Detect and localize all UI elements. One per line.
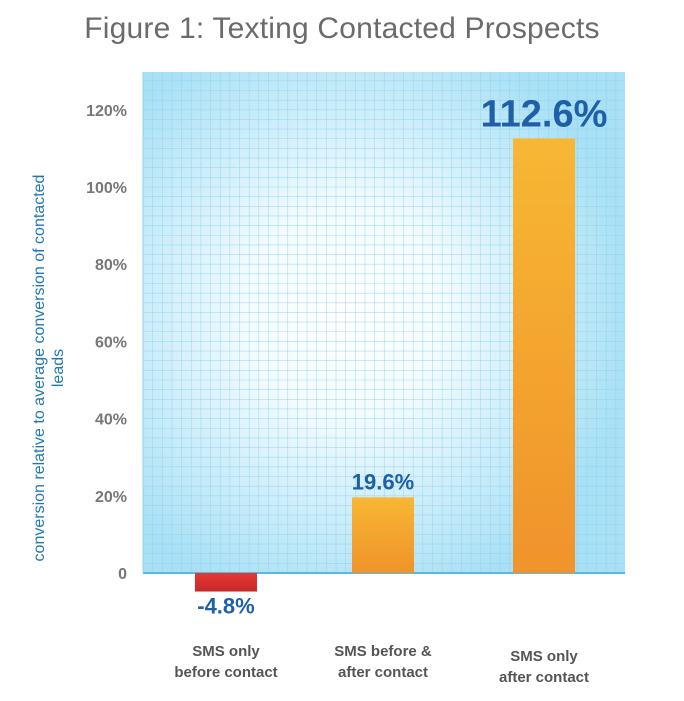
y-tick-label: 40% (95, 412, 127, 429)
value-label-2: 19.6% (352, 469, 414, 494)
y-tick-label: 0 (118, 566, 127, 583)
y-tick-label: 120% (86, 103, 127, 120)
category-label-1: SMS only before contact (174, 643, 277, 681)
y-tick-label: 100% (86, 180, 127, 197)
bar-2 (352, 497, 414, 573)
y-tick-label: 20% (95, 489, 127, 506)
value-labels: -4.8% 19.6% 112.6% (197, 93, 607, 618)
y-ticks: 0 20% 40% 60% 80% 100% 120% (86, 103, 127, 583)
bar-3 (513, 138, 575, 573)
value-label-3: 112.6% (481, 93, 608, 135)
grid (142, 72, 625, 574)
y-tick-label: 80% (95, 257, 127, 274)
category-label-2: SMS before & after contact (334, 643, 432, 681)
category-label-line: SMS only (510, 648, 578, 665)
category-label-line: before contact (174, 664, 277, 681)
bar-1 (195, 573, 257, 592)
category-label-line: SMS only (192, 643, 260, 660)
chart-title: Figure 1: Texting Contacted Prospects (84, 12, 600, 45)
category-label-line: SMS before & (334, 643, 432, 660)
bars (195, 138, 575, 592)
category-label-line: after contact (499, 669, 589, 686)
category-labels: SMS only before contact SMS before & after … (174, 643, 589, 686)
category-label-line: after contact (338, 664, 428, 681)
y-tick-label: 60% (95, 334, 127, 351)
value-label-1: -4.8% (197, 594, 254, 619)
category-label-3: SMS only after contact (499, 648, 589, 686)
